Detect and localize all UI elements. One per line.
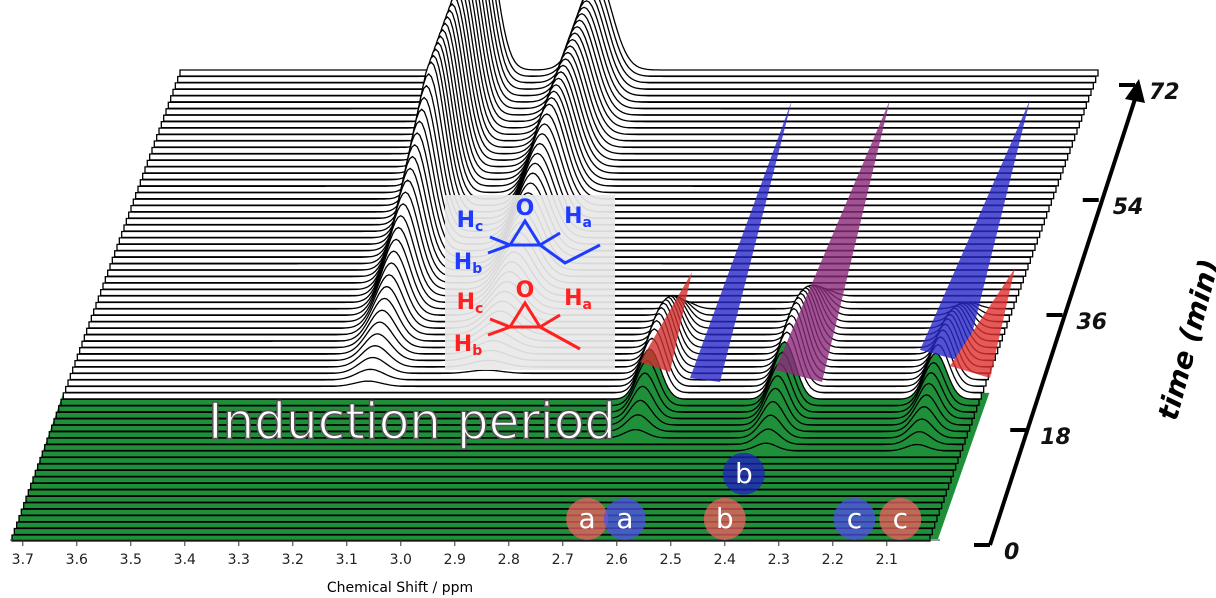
peak-label: a [579,502,596,535]
spectrum [51,387,971,432]
spectrum [149,3,1069,161]
inset [445,195,615,370]
spectrum [146,9,1066,168]
x-tick-label: 2.2 [822,552,844,568]
y-tick-label: 36 [1077,310,1108,335]
label-circle [703,498,746,540]
spectrum [167,0,1087,109]
x-tick-label: 3.1 [336,552,358,568]
peak-label: b [716,502,734,535]
spectrum [25,495,945,503]
x-tick-label: 2.7 [552,552,574,568]
time-axis [988,92,1139,546]
bond [539,313,561,329]
label-circle [603,498,646,540]
label-circle [833,498,876,540]
cone [775,100,890,382]
spectrum [160,0,1080,129]
spectrum [179,0,1099,77]
spectrum [165,0,1085,116]
spectrum [44,428,964,452]
x-tick-label: 2.6 [606,552,628,568]
spectrum [135,41,1055,200]
spectrum [46,414,966,445]
peak-label: c [847,502,862,535]
x-tick-label: 2.9 [444,552,466,568]
bond [539,325,581,351]
x-tick-label: 3.3 [228,552,250,568]
cone [690,100,792,382]
spectrum [151,0,1071,155]
spectrum [177,0,1097,84]
spectrum [48,400,968,439]
spectrum [58,351,978,413]
x-tick-label: 3.6 [66,552,88,568]
spectrum [158,0,1078,135]
bond [487,243,511,255]
peak-label: c [893,502,908,535]
spectrum [16,521,936,529]
spectrum [174,0,1094,90]
spectrum [137,35,1057,193]
spectrum [153,0,1073,148]
spectrum [139,28,1059,187]
x-tick-label: 2.3 [768,552,790,568]
spectrum [172,0,1092,97]
x-tick-label: 2.5 [660,552,682,568]
y-tick-label: 0 [1004,540,1019,565]
spectrum [144,15,1064,174]
spectrum [34,469,954,478]
y-tick-label: 72 [1149,80,1180,105]
y-tick-label: 18 [1040,425,1071,450]
spectrum [18,514,938,523]
x-axis-label: Chemical Shift / ppm [327,580,473,596]
spectrum [53,374,973,426]
atom-label: O [516,196,535,221]
cone [640,272,692,372]
x-tick-label: 3.7 [12,552,34,568]
cone [920,100,1030,362]
label-circle [566,498,609,540]
arrowhead [1125,79,1145,103]
cones [640,100,1030,382]
x-tick-label: 3.4 [174,552,196,568]
spectrum [55,362,975,419]
spectrum [30,482,950,490]
spectrum [163,0,1083,122]
bond [487,325,511,337]
spectrum [13,527,933,536]
spectrum [170,0,1090,103]
peak-label: b [735,457,753,490]
x-tick-label: 2.4 [714,552,736,568]
x-tick-label: 3.0 [390,552,412,568]
spectrum [156,0,1076,142]
annotation-1: Induction period [208,393,616,451]
spectrum [32,476,952,484]
cone [950,268,1015,378]
atom-label: O [516,278,535,303]
spectrum [27,489,947,497]
spectrum [37,463,957,471]
x-tick-label: 3.2 [282,552,304,568]
axes: 3.7 3.6 3.5 3.4 3.3 3.2 3.1 3.0 2.9 2.8 2.7 2.6 2.5 2… [10,79,1180,568]
x-tick-label: 2.8 [498,552,520,568]
bond [539,243,601,265]
x-tick-label: 2.1 [876,552,898,568]
spectrum [39,456,959,465]
label-circle [879,498,922,540]
y-tick-label: 54 [1113,195,1144,220]
peak-label: a [616,502,633,535]
label-circle [722,452,765,495]
bond [539,231,561,247]
x-tick-label: 3.5 [120,552,142,568]
spectrum [142,22,1062,180]
spectrum [41,442,961,458]
spectrum [20,508,940,516]
spectrum [23,502,943,510]
y-axis-label: time (min) [1151,256,1216,424]
